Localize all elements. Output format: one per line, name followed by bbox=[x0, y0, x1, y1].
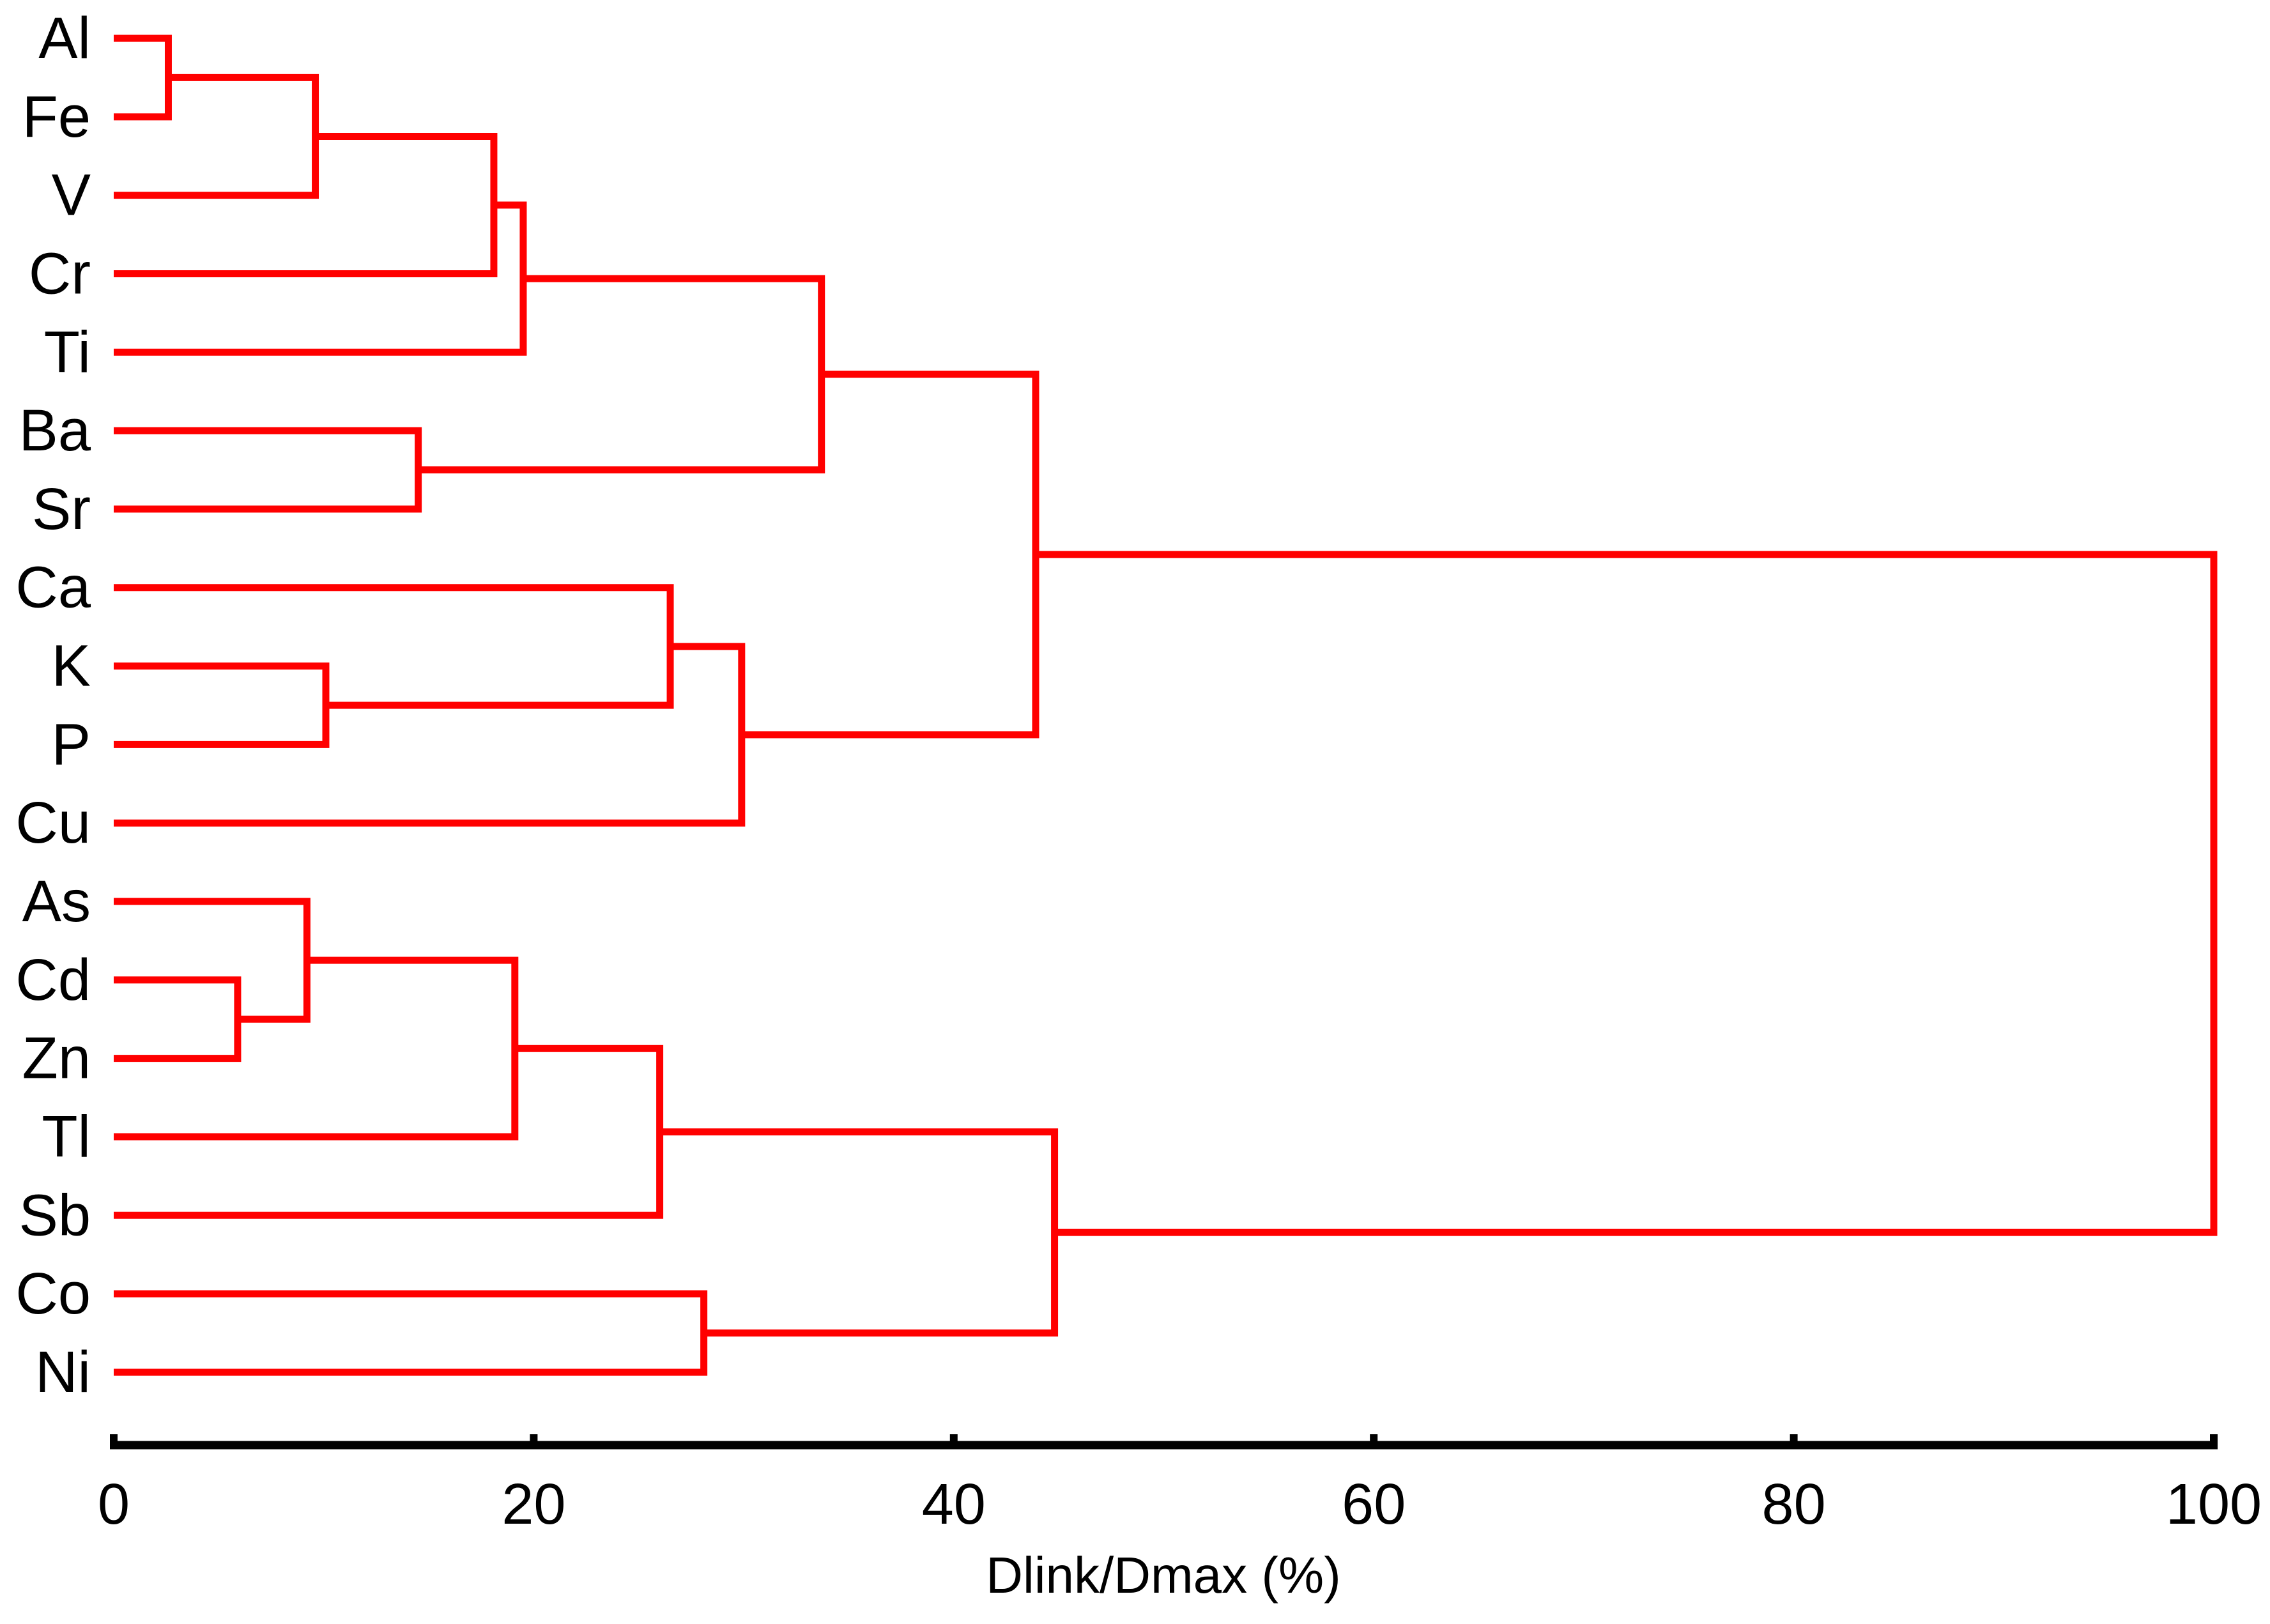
leaf-label-cd: Cd bbox=[15, 947, 91, 1013]
dendrogram-link-n-co-ni bbox=[114, 1290, 708, 1376]
dendrogram-link-n-ca-kp bbox=[114, 584, 674, 709]
leaf-label-ba: Ba bbox=[19, 398, 91, 463]
leaf-label-co: Co bbox=[15, 1261, 91, 1326]
leaf-label-sr: Sr bbox=[32, 477, 91, 542]
dendrogram-link-n-ascdzntl-sb bbox=[114, 1045, 664, 1219]
dendrogram-link-n-al-fe bbox=[114, 34, 172, 121]
dendrogram-link-n-ba-sr bbox=[114, 427, 422, 513]
leaf-label-tl: Tl bbox=[42, 1104, 91, 1169]
x-axis-tick-label-60: 60 bbox=[1342, 1473, 1406, 1536]
leaf-label-cu: Cu bbox=[15, 790, 91, 855]
x-axis-tick-label-80: 80 bbox=[1762, 1473, 1826, 1536]
leaf-label-p: P bbox=[52, 712, 91, 777]
dendrogram-link-n-cd-zn bbox=[114, 976, 242, 1062]
dendrogram-link-n-upper bbox=[741, 371, 1039, 739]
dendrogram-link-n-cakp-cu bbox=[114, 643, 746, 827]
x-axis-tick-label-20: 20 bbox=[502, 1473, 565, 1536]
leaf-label-ca: Ca bbox=[15, 555, 91, 620]
leaf-label-v: V bbox=[52, 163, 91, 228]
x-axis-tick-label-100: 100 bbox=[2166, 1473, 2262, 1536]
dendrogram-link-n-k-p bbox=[114, 663, 330, 748]
dendrogram-link-n-ascdzn-tl bbox=[114, 956, 519, 1140]
dendrogram-link-n-root bbox=[1035, 551, 2218, 1236]
leaf-label-fe: Fe bbox=[22, 84, 91, 149]
leaf-label-k: K bbox=[52, 634, 91, 699]
x-axis-tick-label-0: 0 bbox=[98, 1473, 130, 1536]
dendrogram-link-n-alfe-v bbox=[114, 73, 319, 199]
dendrogram-link-n-alfevcr-ti bbox=[114, 201, 527, 356]
leaf-label-cr: Cr bbox=[29, 241, 91, 306]
leaf-label-ni: Ni bbox=[35, 1340, 91, 1405]
x-axis-tick-label-40: 40 bbox=[922, 1473, 986, 1536]
leaf-label-al: Al bbox=[38, 6, 91, 71]
leaf-label-as: As bbox=[22, 869, 91, 934]
dendrogram-link-n-lower bbox=[659, 1128, 1059, 1337]
x-axis-title: Dlink/Dmax (%) bbox=[986, 1547, 1341, 1604]
leaf-label-ti: Ti bbox=[44, 319, 91, 385]
dendrogram-link-n-upper-a bbox=[418, 275, 825, 474]
dendrogram-link-n-as-cdzn bbox=[114, 898, 311, 1023]
leaf-label-sb: Sb bbox=[19, 1183, 91, 1248]
dendrogram-link-n-alfev-cr bbox=[114, 133, 498, 277]
leaf-label-zn: Zn bbox=[22, 1026, 91, 1091]
